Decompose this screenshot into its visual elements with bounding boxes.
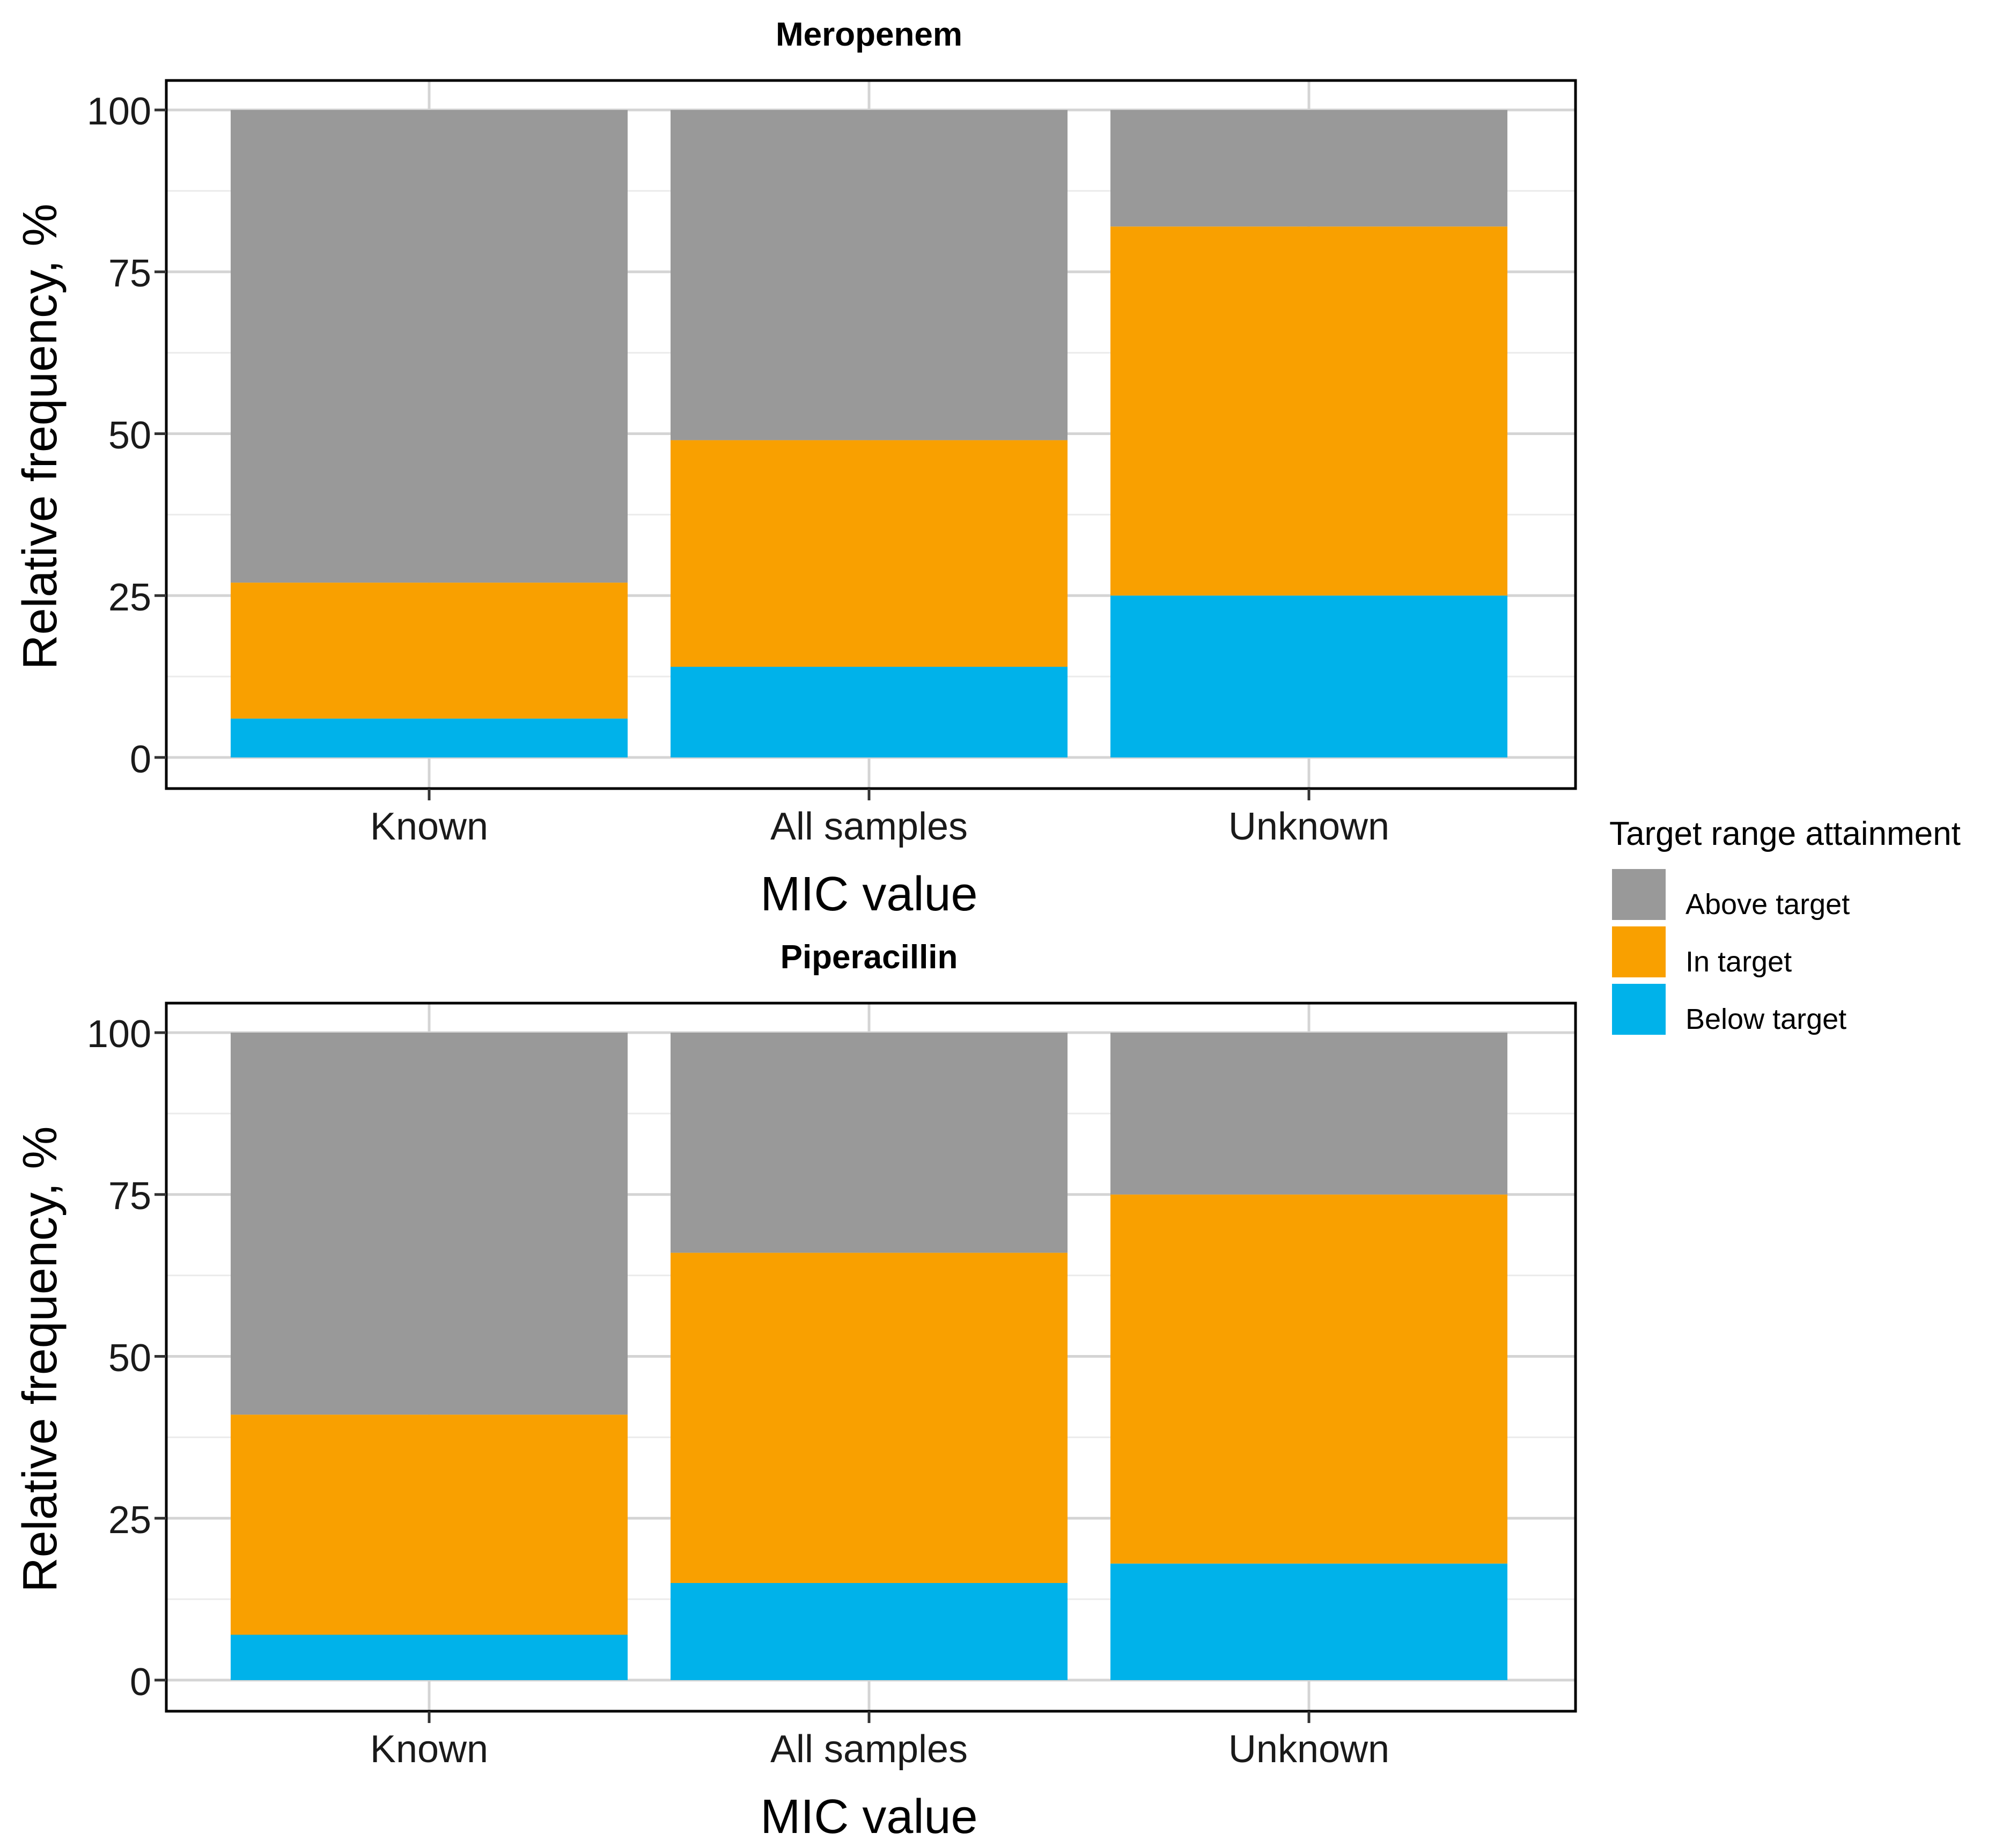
y-axis-title: Relative frequency, %: [13, 1127, 67, 1593]
bar-known-in-target: [231, 1415, 628, 1635]
bar-unknown-above-target: [1110, 110, 1507, 227]
bars: [231, 110, 1507, 757]
y-tick-label-25: 25: [108, 1499, 151, 1542]
bar-unknown-in-target: [1110, 1194, 1507, 1564]
y-tick-label-0: 0: [130, 1661, 151, 1704]
legend-swatch-above-target: [1612, 869, 1666, 920]
bar-unknown-below-target: [1110, 1563, 1507, 1680]
axis-ticks: [154, 1031, 1311, 1723]
x-axis-title: MIC value: [760, 867, 977, 921]
bar-known-above-target: [231, 110, 628, 583]
bar-all-samples-below-target: [671, 667, 1068, 757]
legend-label-below-target: Below target: [1685, 1003, 1846, 1035]
x-tick-label-unknown: Unknown: [1228, 1728, 1389, 1771]
x-tick-label-all-samples: All samples: [770, 1728, 968, 1771]
y-tick-label-100: 100: [87, 1013, 151, 1056]
y-axis-title: Relative frequency, %: [13, 204, 67, 670]
bar-known-below-target: [231, 718, 628, 757]
y-tick-label-0: 0: [130, 738, 151, 781]
bars: [231, 1033, 1507, 1680]
x-tick-label-all-samples: All samples: [770, 805, 968, 848]
x-tick-label-known: Known: [370, 1728, 488, 1771]
bar-all-samples-above-target: [671, 110, 1068, 440]
y-tick-label-50: 50: [108, 414, 151, 457]
axis-ticks: [154, 108, 1311, 800]
bar-all-samples-in-target: [671, 1253, 1068, 1583]
bar-known-above-target: [231, 1033, 628, 1415]
x-axis-title: MIC value: [760, 1790, 977, 1844]
bar-all-samples-in-target: [671, 440, 1068, 667]
bar-unknown-above-target: [1110, 1033, 1507, 1195]
piperacillin-panel: Piperacillin 0 25 50 75 100 Known All sa…: [13, 939, 1577, 1844]
legend-swatch-below-target: [1612, 984, 1666, 1035]
bar-known-below-target: [231, 1635, 628, 1680]
chart-title: Meropenem: [776, 16, 962, 53]
bar-all-samples-below-target: [671, 1582, 1068, 1680]
bar-unknown-in-target: [1110, 226, 1507, 596]
legend-swatch-in-target: [1612, 926, 1666, 977]
x-tick-label-unknown: Unknown: [1228, 805, 1389, 848]
y-tick-label-75: 75: [108, 252, 151, 295]
x-tick-label-known: Known: [370, 805, 488, 848]
bar-known-in-target: [231, 583, 628, 719]
legend-title: Target range attainment: [1609, 815, 1961, 852]
y-tick-label-75: 75: [108, 1175, 151, 1218]
legend-label-above-target: Above target: [1685, 888, 1850, 921]
y-tick-label-100: 100: [87, 90, 151, 133]
bar-unknown-below-target: [1110, 595, 1507, 757]
legend: Target range attainment Above target In …: [1609, 815, 1961, 1035]
meropenem-panel: Meropenem 0 25 50 75 100 Known All sampl…: [13, 16, 1577, 921]
y-tick-label-25: 25: [108, 576, 151, 619]
bar-all-samples-above-target: [671, 1033, 1068, 1253]
legend-label-in-target: In target: [1685, 946, 1792, 978]
chart-title: Piperacillin: [781, 939, 958, 976]
y-tick-label-50: 50: [108, 1337, 151, 1380]
